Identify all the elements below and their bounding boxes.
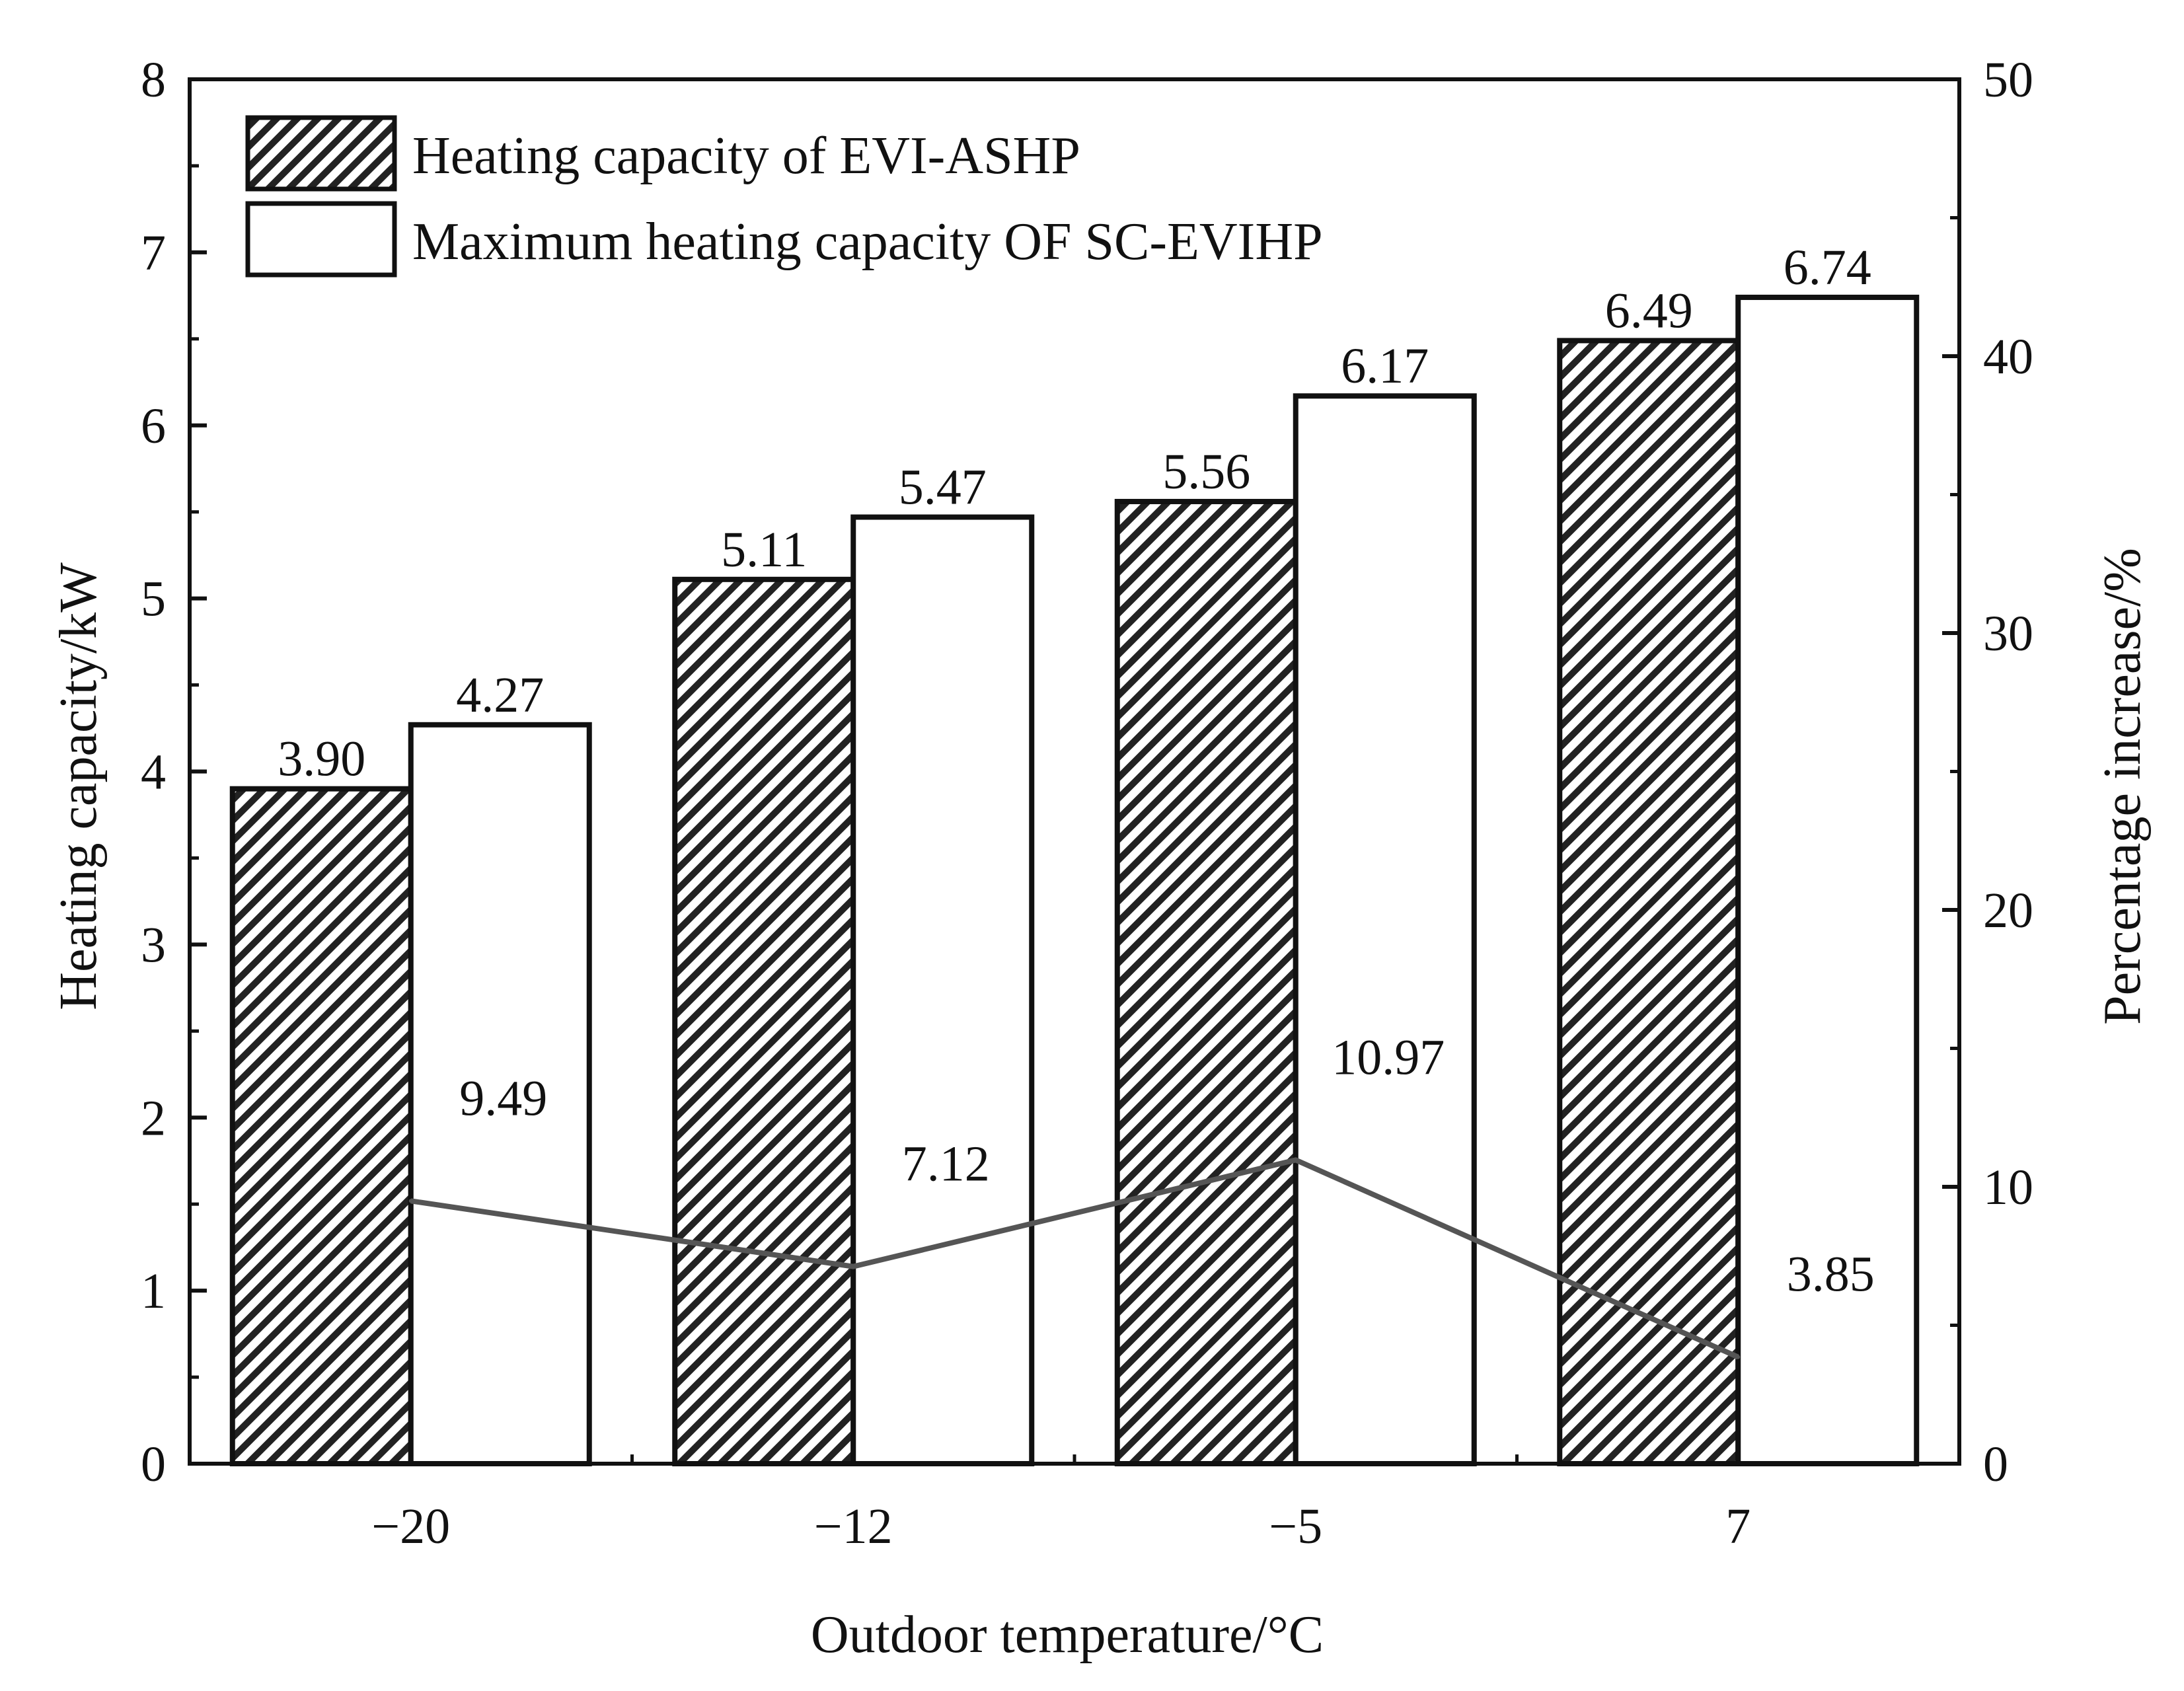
line-value-label: 3.85: [1787, 1247, 1875, 1302]
y-tick-label-left: 3: [141, 917, 166, 973]
y-axis-title-right: Percentage increase/%: [2093, 548, 2152, 1025]
bar-sc-evihp-2: [1293, 393, 1477, 1467]
bar-evi-ashp-0: [229, 786, 414, 1466]
y-tick-label-left: 1: [141, 1263, 166, 1319]
y-tick-label-right: 30: [1983, 606, 2033, 661]
bar-value-label: 5.11: [721, 522, 807, 578]
line-value-label: 10.97: [1332, 1030, 1445, 1085]
line-point-1: [851, 1264, 856, 1269]
y-tick-label-left: 4: [141, 745, 166, 800]
bar-evi-ashp-3: [1557, 338, 1741, 1466]
bar-sc-evihp-1: [850, 514, 1035, 1467]
legend-label-sc-evihp: Maximum heating capacity OF SC-EVIHP: [412, 213, 1323, 271]
x-tick-label: −20: [371, 1499, 450, 1554]
bar-value-label: 3.90: [278, 732, 365, 787]
x-tick-label: −5: [1269, 1499, 1322, 1554]
line-point-0: [408, 1199, 413, 1203]
legend-swatch-open: [245, 201, 397, 278]
y-tick-label-left: 5: [141, 572, 166, 627]
bar-value-label: 6.17: [1341, 338, 1429, 394]
y-axis-title-left: Heating capacity/kW: [50, 562, 108, 1010]
bar-value-label: 4.27: [456, 667, 544, 723]
line-point-2: [1293, 1158, 1298, 1162]
y-tick-label-right: 10: [1983, 1160, 2033, 1215]
bar-sc-evihp-0: [408, 722, 592, 1466]
y-tick-label-left: 7: [141, 225, 166, 281]
y-tick-label-left: 2: [141, 1090, 166, 1146]
line-value-label: 7.12: [902, 1137, 990, 1192]
x-tick-label: 7: [1725, 1499, 1751, 1554]
bar-evi-ashp-2: [1114, 498, 1299, 1466]
percentage-increase-line: [410, 1157, 1739, 1360]
x-tick-label: −12: [814, 1499, 893, 1554]
bar-sc-evihp-3: [1735, 294, 1920, 1466]
legend-label-evi-ashp: Heating capacity of EVI-ASHP: [412, 127, 1080, 185]
bar-evi-ashp-1: [672, 576, 856, 1466]
legend: Heating capacity of EVI-ASHP Maximum hea…: [245, 115, 1323, 278]
line-point-3: [1736, 1355, 1741, 1359]
plot-area: 3.90 5.11 5.56 6.49 4.27 5.47 6.17 6.74 9.49 7.12…: [141, 52, 2033, 1554]
line-value-label: 9.49: [459, 1071, 547, 1126]
bar-value-label: 5.47: [899, 460, 987, 515]
y-tick-label-left: 0: [141, 1437, 166, 1492]
bar-value-label: 5.56: [1162, 444, 1250, 500]
bar-value-label: 6.74: [1784, 240, 1871, 295]
x-axis-title: Outdoor temperature/°C: [811, 1606, 1324, 1664]
bar-value-label: 6.49: [1605, 283, 1693, 338]
legend-swatch-hatched: [245, 115, 397, 192]
y-tick-label-left: 8: [141, 52, 166, 108]
y-tick-label-right: 50: [1983, 52, 2033, 108]
y-tick-label-right: 40: [1983, 329, 2033, 385]
y-tick-label-left: 6: [141, 398, 166, 454]
y-tick-label-right: 20: [1983, 883, 2033, 938]
y-tick-label-right: 0: [1983, 1437, 2008, 1492]
